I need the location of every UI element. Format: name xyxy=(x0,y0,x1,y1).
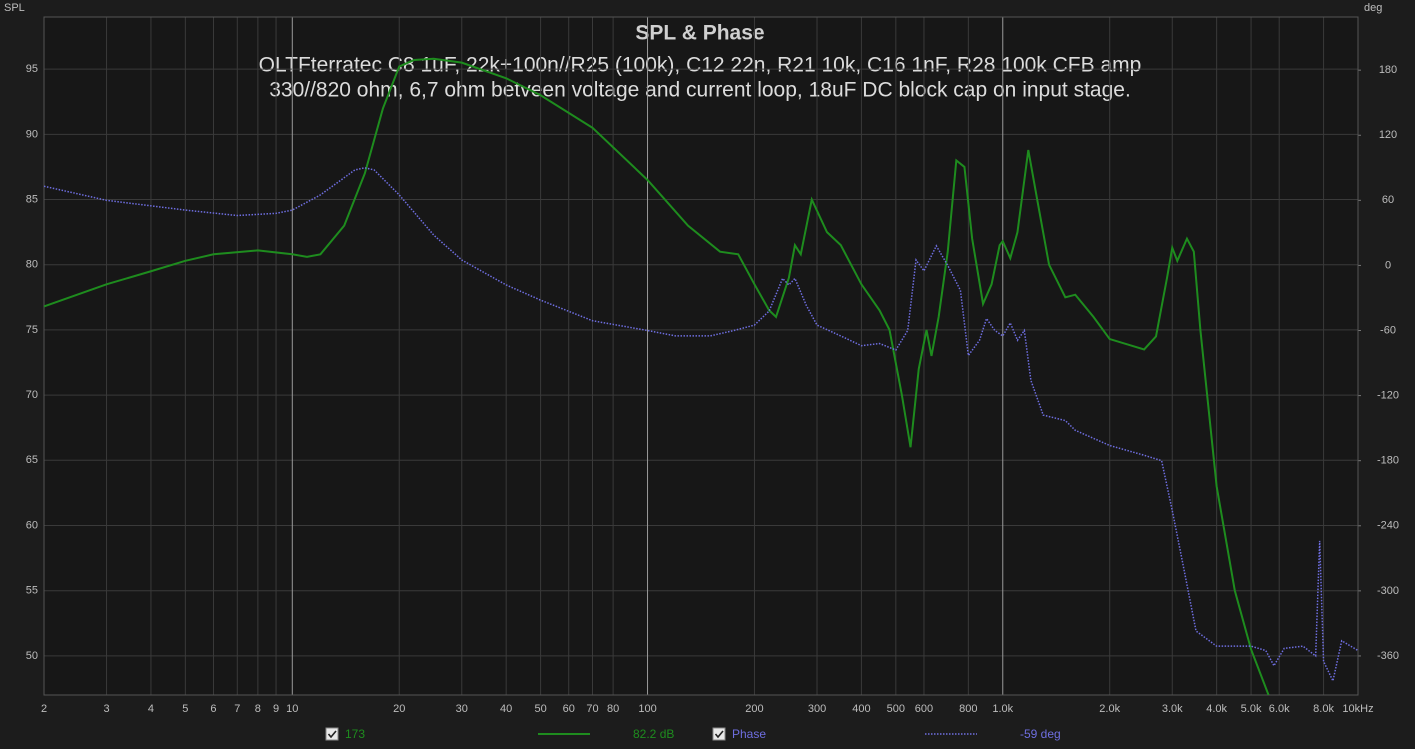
grid xyxy=(43,17,1359,695)
x-tick-label: 4 xyxy=(148,703,154,715)
y-tick-label: 65 xyxy=(26,454,38,466)
y-tick-label: 95 xyxy=(26,63,38,75)
x-tick-label: 400 xyxy=(852,703,870,715)
x-tick-label: 300 xyxy=(808,703,826,715)
x-tick-label: 800 xyxy=(959,703,977,715)
x-tick-label: 8 xyxy=(255,703,261,715)
y2-tick-label: 180 xyxy=(1379,64,1397,76)
legend-readout: 82.2 dB xyxy=(633,727,674,741)
x-tick-label: 8.0k xyxy=(1313,703,1334,715)
legend-label: 173 xyxy=(345,727,365,741)
x-tick-label: 500 xyxy=(887,703,905,715)
legend: 173 82.2 dB Phase -59 deg xyxy=(325,727,1061,741)
y2-tick-label: 60 xyxy=(1382,194,1394,206)
x-tick-label: 2 xyxy=(41,703,47,715)
legend-readout: -59 deg xyxy=(1020,727,1061,741)
check-mark xyxy=(714,730,724,739)
y2-tick-label: -300 xyxy=(1377,585,1399,597)
y-tick-label: 85 xyxy=(26,193,38,205)
x-tick-label: 6.0k xyxy=(1269,703,1290,715)
x-tick-label: 600 xyxy=(915,703,933,715)
checkbox[interactable] xyxy=(712,727,726,741)
x-tick-label: 80 xyxy=(607,703,619,715)
y2-tick-label: -60 xyxy=(1380,324,1396,336)
y2-tick-label: 120 xyxy=(1379,129,1397,141)
x-tick-label: 40 xyxy=(500,703,512,715)
y2-tick-label: -360 xyxy=(1377,650,1399,662)
x-tick-label: 70 xyxy=(586,703,598,715)
legend-label: Phase xyxy=(732,727,766,741)
y-tick-label: 70 xyxy=(26,389,38,401)
x-tick-label: 30 xyxy=(456,703,468,715)
plot-area xyxy=(44,17,1358,695)
series-line xyxy=(44,167,1358,684)
y2-tick-label: 0 xyxy=(1385,259,1391,271)
y-tick-label: 50 xyxy=(26,650,38,662)
series-line xyxy=(44,57,1270,695)
x-tick-label: 200 xyxy=(745,703,763,715)
y-tick-label: 75 xyxy=(26,324,38,336)
y-tick-label: 55 xyxy=(26,585,38,597)
x-tick-label: 1.0k xyxy=(992,703,1013,715)
x-tick-label: 5 xyxy=(182,703,188,715)
plot-frame xyxy=(43,16,1359,696)
x-tick-label: 3.0k xyxy=(1162,703,1183,715)
chart-subtitle: 330//820 ohm, 6,7 ohm betveen voltage an… xyxy=(269,79,1131,102)
y-tick-label: 60 xyxy=(26,519,38,531)
x-tick-label: 9 xyxy=(273,703,279,715)
x-tick-label: 3 xyxy=(103,703,109,715)
x-tick-label: 100 xyxy=(638,703,656,715)
y-tick-label: 90 xyxy=(26,128,38,140)
y-axis-label: SPL xyxy=(4,2,25,14)
y2-tick-label: -240 xyxy=(1377,520,1399,532)
y2-axis-label: deg xyxy=(1364,2,1382,14)
x-tick-label: 10kHz xyxy=(1342,703,1373,715)
x-tick-label: 2.0k xyxy=(1099,703,1120,715)
checkbox[interactable] xyxy=(325,727,339,741)
x-tick-label: 50 xyxy=(534,703,546,715)
x-tick-label: 4.0k xyxy=(1206,703,1227,715)
y-tick-label: 80 xyxy=(26,259,38,271)
chart-title: SPL & Phase xyxy=(635,22,764,45)
x-tick-label: 7 xyxy=(234,703,240,715)
y2-tick-label: -180 xyxy=(1377,455,1399,467)
x-tick-label: 20 xyxy=(393,703,405,715)
x-tick-label: 60 xyxy=(563,703,575,715)
chart-subtitle: OLTFterratec C8 1uF, 22k+100n//R25 (100k… xyxy=(259,54,1142,77)
check-mark xyxy=(327,730,337,739)
x-tick-label: 6 xyxy=(210,703,216,715)
y2-tick-label: -120 xyxy=(1377,390,1399,402)
x-tick-label: 5.0k xyxy=(1241,703,1262,715)
x-tick-label: 10 xyxy=(286,703,298,715)
